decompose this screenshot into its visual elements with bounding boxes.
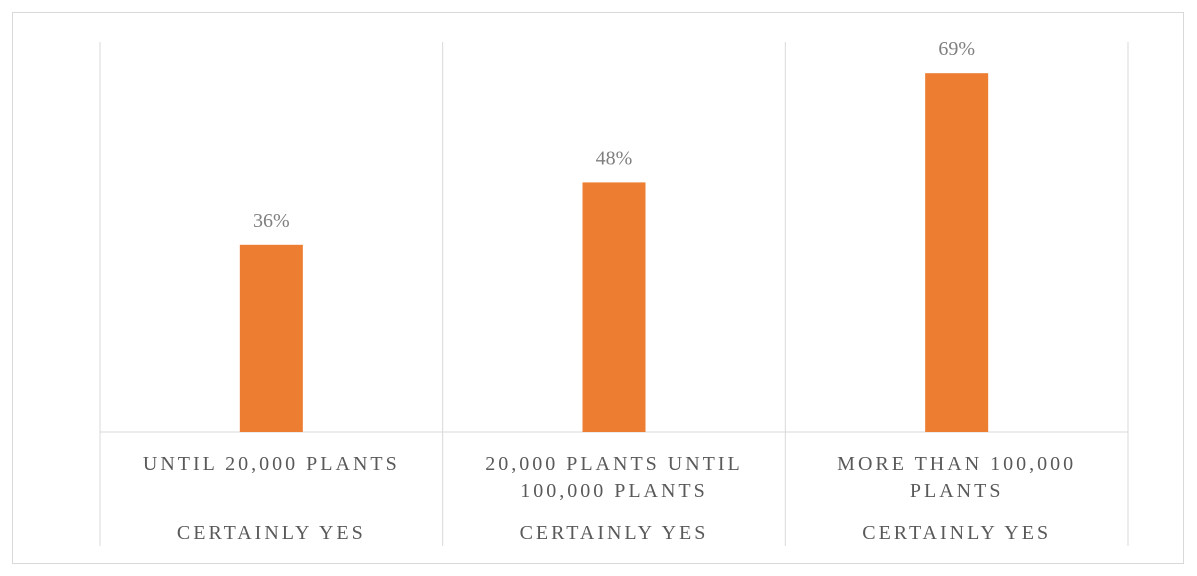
category-label: MORE THAN 100,000 bbox=[837, 453, 1076, 475]
bar bbox=[582, 182, 646, 432]
sub-category-labels-group: CERTAINLY YES CERTAINLY YES CERTAINLY YES bbox=[177, 522, 1051, 544]
bars-group bbox=[239, 73, 989, 432]
data-label: 36% bbox=[253, 210, 290, 232]
sub-category-label: CERTAINLY YES bbox=[862, 522, 1051, 544]
sub-category-label: CERTAINLY YES bbox=[177, 522, 366, 544]
category-label: UNTIL 20,000 PLANTS bbox=[143, 453, 400, 475]
sub-category-label: CERTAINLY YES bbox=[520, 522, 709, 544]
bar bbox=[925, 73, 989, 432]
data-label: 48% bbox=[596, 147, 633, 169]
category-label: PLANTS bbox=[910, 480, 1004, 502]
data-label: 69% bbox=[938, 38, 975, 60]
category-label: 100,000 PLANTS bbox=[520, 480, 708, 502]
category-label: 20,000 PLANTS UNTIL bbox=[485, 453, 743, 475]
data-labels-group: 36% 48% 69% bbox=[253, 38, 975, 232]
bar bbox=[239, 244, 303, 432]
category-labels-group: UNTIL 20,000 PLANTS 20,000 PLANTS UNTIL 10… bbox=[143, 453, 1076, 502]
